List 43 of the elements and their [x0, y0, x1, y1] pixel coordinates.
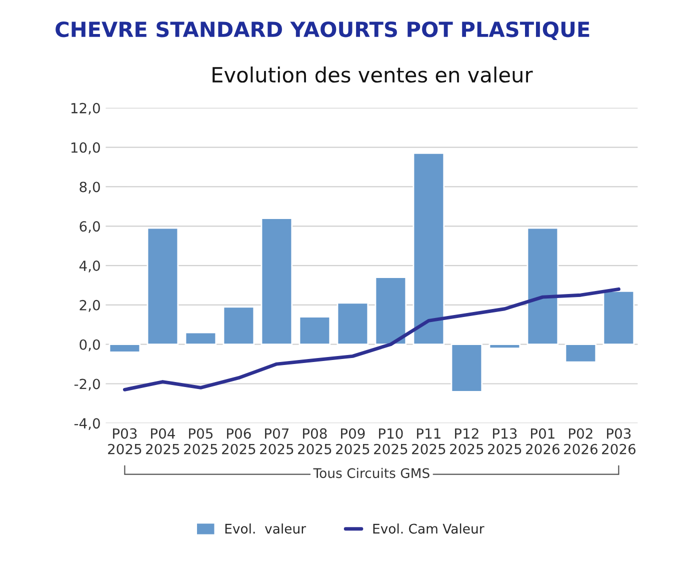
y-tick-label: -4,0 [74, 418, 100, 430]
x-tick-label: P10 2025 [374, 428, 408, 454]
bar [298, 316, 331, 346]
x-tick-label: P09 2025 [336, 428, 370, 454]
legend-label: Evol. Cam Valeur [373, 523, 484, 534]
bar [146, 227, 179, 346]
x-tick-label: P12 2025 [450, 428, 484, 454]
bar [602, 290, 635, 346]
text: Tous Circuits GMS [313, 468, 430, 478]
x-tick-label: P04 2025 [146, 428, 180, 454]
x-tick-label: P11 2025 [412, 428, 446, 454]
x-tick-label: P01 2026 [526, 428, 560, 454]
x-tick-label: P05 2025 [184, 428, 218, 454]
bar [526, 227, 559, 346]
bar [184, 332, 217, 346]
bar [564, 344, 597, 363]
bar [222, 306, 255, 346]
line-series [122, 287, 620, 392]
bar [260, 218, 293, 346]
x-tick-label: P07 2025 [260, 428, 294, 454]
bar [488, 344, 521, 349]
y-tick-label: 2,0 [80, 300, 100, 312]
x-tick-label: P06 2025 [222, 428, 256, 454]
x-tick-label: P13 2025 [488, 428, 522, 454]
y-tick-label: -2,0 [74, 378, 100, 391]
bar [450, 344, 483, 392]
y-tick-label: 6,0 [80, 221, 100, 234]
bar [374, 276, 407, 346]
y-tick-label: 10,0 [71, 142, 100, 154]
y-tick-label: 4,0 [79, 260, 100, 272]
legend-label: Evol. valeur [225, 523, 306, 534]
bar [336, 302, 369, 346]
y-tick-label: 0,0 [80, 339, 100, 352]
x-tick-label: P02 2026 [564, 428, 598, 454]
x-tick-label: P03 2025 [108, 428, 142, 454]
bar [108, 344, 141, 353]
y-tick-label: 8,0 [80, 182, 100, 194]
x-tick-label: P03 2026 [602, 428, 636, 454]
y-tick-label: 12,0 [71, 102, 100, 115]
bar [412, 152, 445, 346]
chart-title: CHEVRE STANDARD YAOURTS POT PLASTIQUE [56, 21, 590, 40]
x-tick-label: P08 2025 [298, 428, 332, 454]
chart-subtitle: Evolution des ventes en valeur [212, 66, 533, 83]
